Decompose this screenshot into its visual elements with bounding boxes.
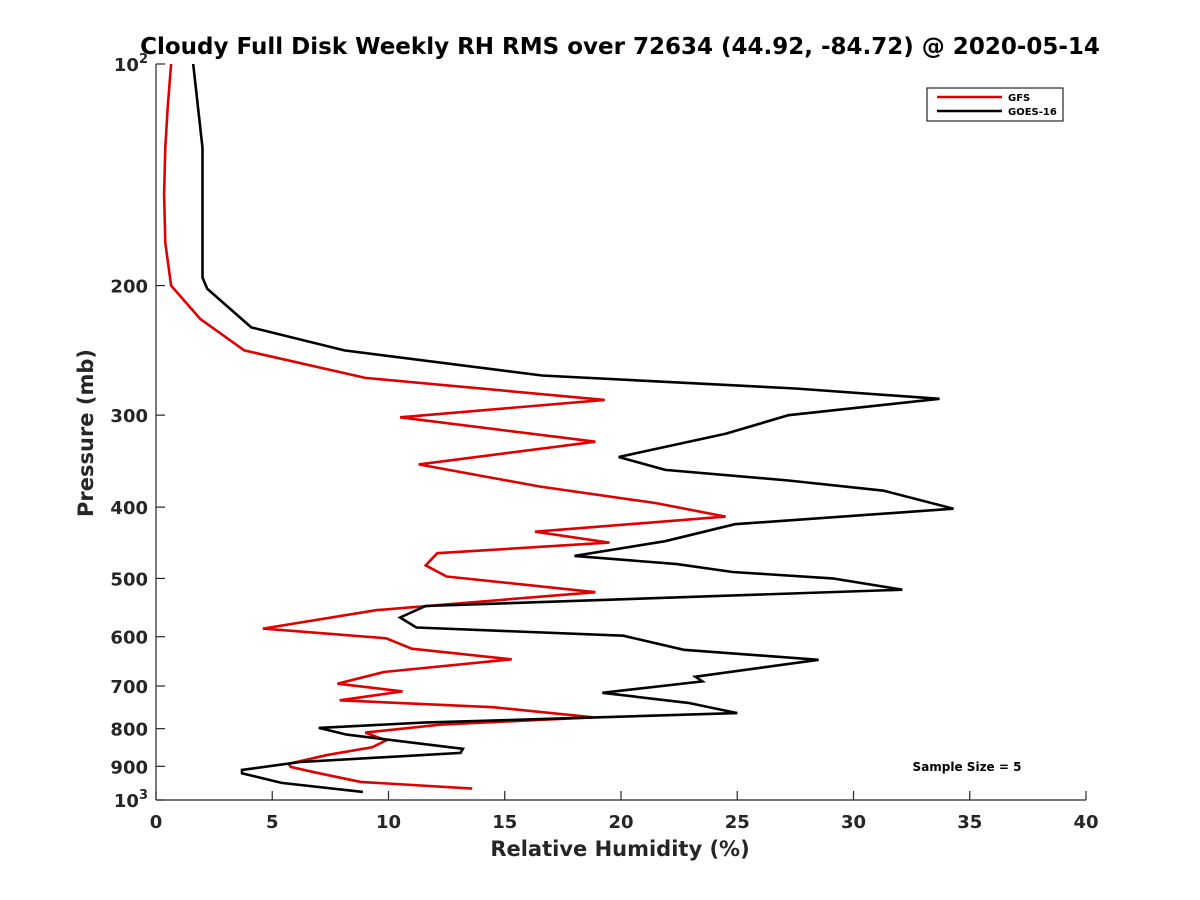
chart-title: Cloudy Full Disk Weekly RH RMS over 7263… [140,34,1100,60]
axes [155,64,1086,801]
x-tick-label: 35 [957,812,982,833]
y-tick-label: 102 [114,52,148,76]
y-tick-label: 500 [110,569,148,590]
x-tick-label: 25 [725,812,750,833]
y-tick-label: 200 [110,277,148,298]
x-tick-label: 40 [1073,812,1098,833]
x-tick-label: 0 [150,812,163,833]
y-tick-label: 600 [110,628,148,649]
series-line-goes-16 [191,63,954,794]
y-tick-label: 400 [110,498,148,519]
y-tick-label: 103 [114,788,148,812]
x-tick-label: 10 [376,812,401,833]
sample-size-annotation: Sample Size = 5 [913,760,1022,774]
series-layer [162,63,954,794]
y-tick-label: 700 [110,677,148,698]
legend-box [926,87,1064,122]
legend-label: GOES-16 [1008,107,1057,118]
y-tick-label: 800 [110,720,148,741]
x-tick-label: 20 [608,812,633,833]
x-tick-label: 15 [492,812,517,833]
axis-ticks: 0 5 10 15 20 25 30 35 40 102 200 300 400 500 600 700 800… [110,52,1098,833]
legend: GFS GOES-16 [926,87,1064,122]
y-axis-label: Pressure (mb) [74,349,98,517]
y-tick-label: 300 [110,406,148,427]
y-tick-label: 900 [110,757,148,778]
x-tick-label: 5 [266,812,279,833]
legend-label: GFS [1008,93,1030,104]
x-tick-label: 30 [841,812,866,833]
x-axis-label: Relative Humidity (%) [490,837,749,861]
